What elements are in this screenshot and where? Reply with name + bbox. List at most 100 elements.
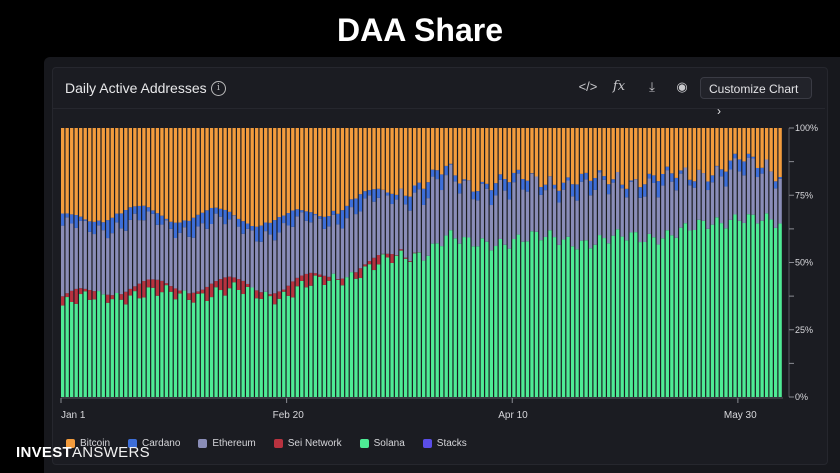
- bar-cardano: [629, 180, 633, 182]
- bar-ethereum: [273, 240, 277, 294]
- bar-solana: [291, 297, 295, 397]
- bar-bitcoin: [218, 128, 223, 209]
- bar-bitcoin: [503, 128, 507, 180]
- camera-icon[interactable]: ◉: [676, 79, 688, 94]
- bar-bitcoin: [588, 128, 593, 181]
- bar-ethereum: [417, 189, 421, 253]
- bar-cardano: [74, 215, 78, 228]
- bar-solana: [232, 282, 236, 397]
- bar-cardano: [101, 222, 105, 231]
- bar-ethereum: [381, 189, 385, 254]
- code-icon[interactable]: </>: [578, 79, 598, 94]
- bar-solana: [381, 254, 385, 397]
- bar-sei-network: [223, 277, 227, 296]
- bar-cardano: [431, 169, 435, 177]
- bar-ethereum: [485, 188, 489, 242]
- bar-ethereum: [385, 195, 390, 254]
- bar-cardano: [70, 214, 74, 224]
- bar-bitcoin: [679, 128, 683, 171]
- bar-bitcoin: [507, 128, 512, 183]
- legend-item-stacks[interactable]: Stacks: [422, 438, 467, 449]
- bar-bitcoin: [336, 128, 340, 214]
- bar-sei-network: [88, 289, 92, 300]
- bar-solana: [449, 230, 453, 397]
- bar-bitcoin: [223, 128, 227, 210]
- bar-solana: [602, 238, 606, 397]
- bar-cardano: [665, 166, 669, 171]
- bar-solana: [358, 278, 363, 397]
- bar-cardano: [79, 216, 83, 221]
- bar-solana: [683, 223, 688, 397]
- bar-sei-network: [363, 264, 367, 267]
- bar-solana: [652, 237, 656, 397]
- bar-bitcoin: [79, 128, 83, 217]
- bar-cardano: [476, 191, 480, 201]
- bar-solana: [764, 213, 769, 397]
- bar-solana: [512, 239, 516, 397]
- bar-bitcoin: [200, 128, 205, 213]
- legend-item-sei-network[interactable]: Sei Network: [273, 438, 342, 449]
- bar-solana: [313, 275, 318, 397]
- bar-ethereum: [286, 225, 290, 286]
- bar-cardano: [503, 179, 507, 191]
- bar-solana: [394, 255, 399, 397]
- bar-bitcoin: [525, 128, 530, 181]
- bar-solana: [178, 293, 182, 397]
- bar-bitcoin: [191, 128, 196, 218]
- legend-item-ethereum[interactable]: Ethereum: [198, 438, 256, 449]
- bar-ethereum: [597, 172, 602, 236]
- bar-cardano: [304, 211, 308, 221]
- bar-solana: [182, 290, 187, 397]
- legend-item-solana[interactable]: Solana: [359, 438, 405, 449]
- bar-ethereum: [422, 204, 426, 261]
- bar-cardano: [760, 167, 764, 174]
- bar-bitcoin: [417, 128, 421, 183]
- legend-item-cardano[interactable]: Cardano: [128, 438, 180, 449]
- bar-ethereum: [367, 195, 372, 262]
- bar-cardano: [426, 182, 430, 199]
- bar-ethereum: [494, 195, 498, 247]
- bar-cardano: [88, 221, 92, 232]
- bar-bitcoin: [273, 128, 277, 221]
- bar-ethereum: [246, 228, 250, 284]
- bar-ethereum: [327, 226, 331, 277]
- bar-cardano: [300, 210, 304, 213]
- bar-bitcoin: [146, 128, 151, 208]
- bar-bitcoin: [467, 128, 471, 181]
- bar-bitcoin: [399, 128, 403, 189]
- legend-swatch: [273, 439, 283, 448]
- formula-icon[interactable]: fx: [612, 79, 626, 94]
- bar-solana: [467, 237, 471, 397]
- bar-sei-network: [187, 293, 191, 300]
- bar-bitcoin: [706, 128, 710, 182]
- customize-chart-button[interactable]: Customize Chart ›: [700, 77, 812, 118]
- bar-ethereum: [629, 181, 633, 233]
- investanswers-logo: INVESTANSWERS: [16, 444, 150, 461]
- download-icon[interactable]: ⤓: [649, 79, 655, 94]
- bar-ethereum: [701, 173, 706, 221]
- bar-sei-network: [74, 288, 78, 304]
- bar-solana: [300, 280, 304, 397]
- bar-cardano: [647, 173, 651, 179]
- card-divider: [53, 108, 825, 109]
- bar-cardano: [142, 205, 146, 221]
- bar-bitcoin: [746, 128, 751, 154]
- bar-cardano: [236, 218, 241, 227]
- bar-cardano: [259, 225, 263, 242]
- bar-cardano: [543, 184, 548, 191]
- bar-bitcoin: [232, 128, 236, 216]
- bar-ethereum: [124, 230, 128, 292]
- bar-ethereum: [467, 180, 471, 238]
- legend-item-bitcoin[interactable]: Bitcoin: [66, 438, 110, 449]
- bar-solana: [746, 214, 751, 397]
- bar-solana: [674, 237, 679, 397]
- bar-solana: [327, 280, 331, 397]
- bar-ethereum: [584, 179, 588, 241]
- bar-solana: [146, 287, 151, 397]
- bar-bitcoin: [426, 128, 430, 183]
- bar-sei-network: [327, 276, 331, 281]
- x-tick-label: Feb 20: [273, 410, 305, 421]
- bar-bitcoin: [575, 128, 579, 185]
- info-icon[interactable]: i: [211, 81, 226, 96]
- bar-cardano: [737, 159, 742, 172]
